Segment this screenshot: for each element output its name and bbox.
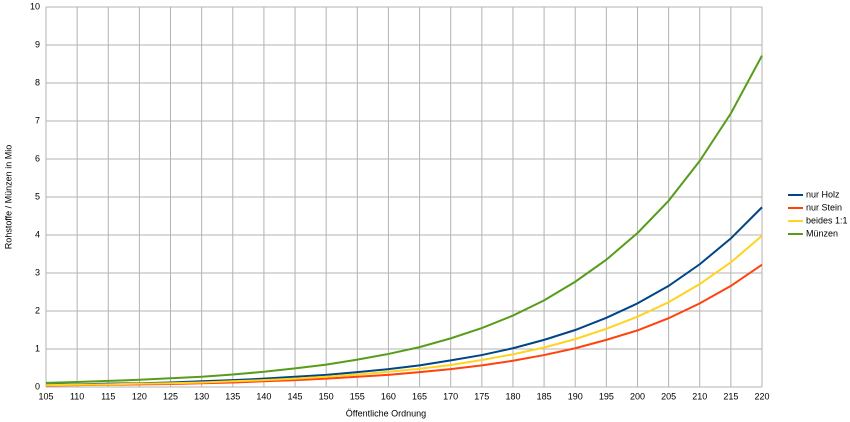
y-tick-label: 3 xyxy=(35,267,40,277)
y-axis-label: Rohstoffe / Münzen in Mio xyxy=(3,145,13,249)
x-tick-label: 205 xyxy=(661,391,676,401)
legend-label: nur Stein xyxy=(806,202,842,212)
y-tick-label: 10 xyxy=(30,1,40,11)
y-tick-label: 1 xyxy=(35,343,40,353)
legend-label: beides 1:1 xyxy=(806,215,848,225)
x-tick-label: 220 xyxy=(754,391,769,401)
x-tick-label: 210 xyxy=(692,391,707,401)
y-tick-label: 0 xyxy=(35,381,40,391)
x-axis-label: Öffentliche Ordnung xyxy=(346,408,426,418)
y-tick-label: 2 xyxy=(35,305,40,315)
x-tick-label: 140 xyxy=(256,391,271,401)
y-tick-label: 5 xyxy=(35,191,40,201)
x-tick-label: 155 xyxy=(350,391,365,401)
x-tick-label: 150 xyxy=(319,391,334,401)
x-tick-label: 105 xyxy=(38,391,53,401)
legend-label: Münzen xyxy=(806,228,838,238)
x-tick-label: 135 xyxy=(225,391,240,401)
x-tick-label: 200 xyxy=(630,391,645,401)
x-tick-label: 120 xyxy=(132,391,147,401)
x-tick-label: 215 xyxy=(723,391,738,401)
x-tick-label: 145 xyxy=(288,391,303,401)
series-line xyxy=(45,55,763,384)
x-tick-label: 160 xyxy=(381,391,396,401)
y-tick-label: 7 xyxy=(35,115,40,125)
x-tick-label: 195 xyxy=(599,391,614,401)
y-tick-label: 4 xyxy=(35,229,40,239)
x-tick-label: 185 xyxy=(537,391,552,401)
x-tick-label: 175 xyxy=(474,391,489,401)
x-tick-label: 190 xyxy=(568,391,583,401)
x-tick-label: 130 xyxy=(194,391,209,401)
x-tick-label: 110 xyxy=(70,391,84,401)
x-tick-label: 125 xyxy=(163,391,178,401)
y-tick-label: 8 xyxy=(35,77,40,87)
x-tick-label: 165 xyxy=(412,391,427,401)
x-tick-label: 115 xyxy=(101,391,115,401)
series-line xyxy=(45,206,763,386)
x-tick-label: 170 xyxy=(443,391,458,401)
y-tick-label: 6 xyxy=(35,153,40,163)
y-tick-label: 9 xyxy=(35,39,40,49)
legend-label: nur Holz xyxy=(806,189,840,199)
series-line xyxy=(45,234,763,387)
x-tick-label: 180 xyxy=(505,391,520,401)
